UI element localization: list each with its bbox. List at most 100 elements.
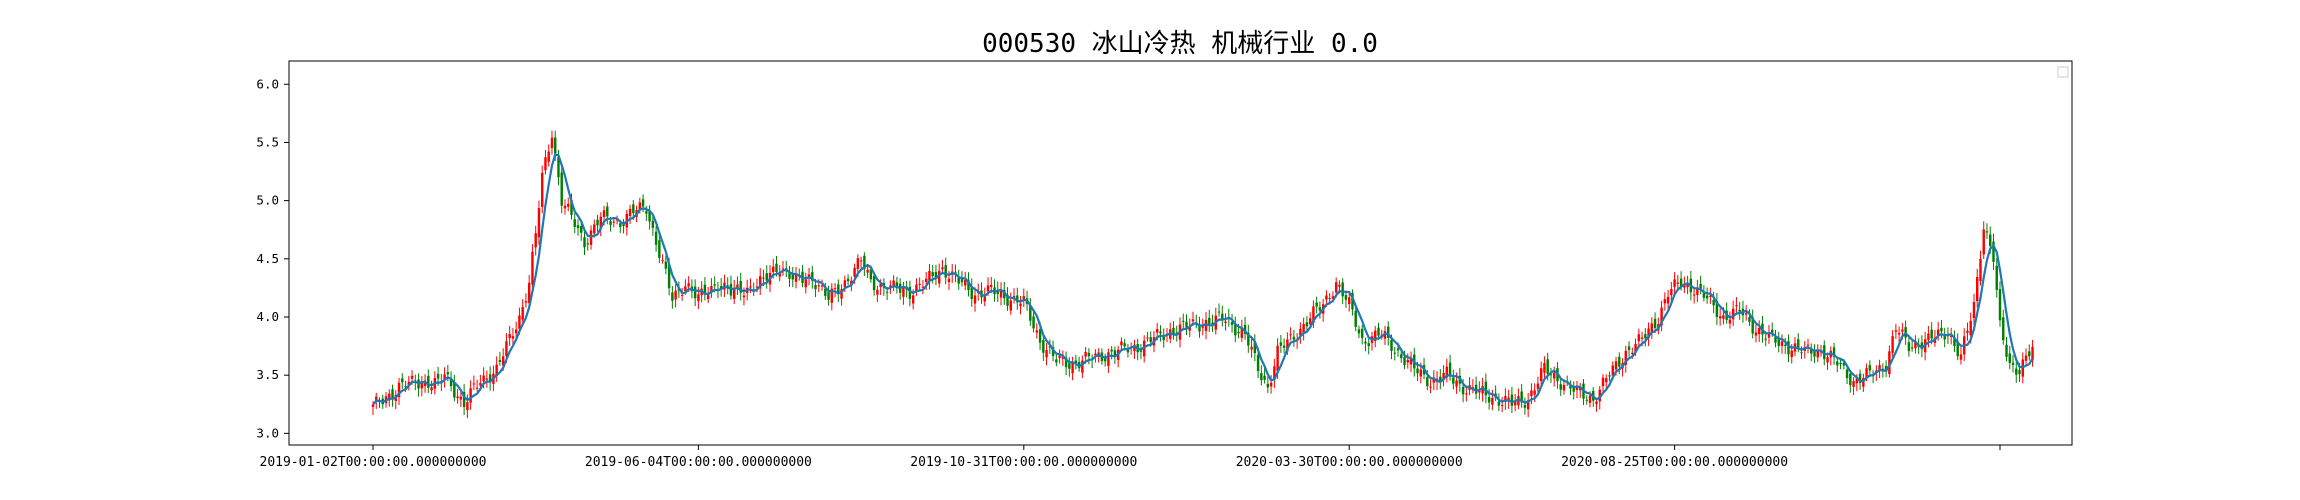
candle-body: [1260, 373, 1263, 381]
candle-body: [1035, 330, 1039, 333]
candle-body: [1611, 365, 1614, 376]
candle-body: [401, 378, 404, 383]
candle-body: [1409, 358, 1413, 365]
candle-body: [1992, 241, 1995, 262]
candle-body: [1292, 336, 1296, 340]
candle-body: [371, 404, 375, 407]
candle-body: [1998, 289, 2002, 321]
y-tick-label: 3.0: [256, 425, 279, 440]
candle-body: [593, 224, 596, 234]
candle-body: [1448, 362, 1452, 377]
candle-body: [495, 364, 498, 377]
candle-body: [1901, 329, 1904, 332]
candle-body: [924, 278, 928, 283]
candle-body: [1484, 381, 1488, 396]
candle-body: [661, 260, 664, 262]
candle-body: [1777, 339, 1780, 346]
candle-body: [1959, 354, 1963, 360]
candle-body: [1198, 324, 1201, 332]
candle-body: [1595, 401, 1598, 405]
candle-body: [759, 276, 762, 289]
candle-body: [1787, 341, 1790, 355]
candle-body: [638, 202, 642, 210]
candle-body: [1185, 321, 1188, 328]
candle-body: [1845, 369, 1849, 379]
candle-body: [1653, 318, 1657, 328]
candle-body: [1347, 297, 1351, 305]
candle-body: [1221, 313, 1224, 321]
candle-body: [1474, 384, 1478, 394]
candle-body: [1852, 381, 1855, 387]
candle-body: [1995, 265, 1998, 290]
candle-body: [1539, 368, 1543, 382]
candle-body: [765, 273, 768, 281]
candle-body: [1354, 310, 1357, 327]
candle-body: [1224, 321, 1227, 324]
candle-body: [1543, 362, 1546, 373]
candle-body: [1500, 404, 1504, 406]
candle-body: [1940, 327, 1943, 332]
candle-body: [908, 286, 912, 299]
candle-body: [1331, 296, 1335, 299]
candle-body: [970, 286, 973, 299]
x-tick-label: 2019-06-04T00:00:00.000000000: [585, 455, 812, 470]
candle-body: [1048, 346, 1052, 348]
candle-body: [840, 289, 843, 299]
candle-body: [658, 240, 661, 258]
candle-body: [1546, 359, 1549, 374]
candle-body: [1188, 325, 1191, 331]
candle-body: [1575, 385, 1579, 390]
candle-body: [1728, 319, 1732, 324]
candle-body: [388, 393, 391, 401]
candle-body: [1416, 368, 1419, 374]
candle-body: [706, 294, 710, 300]
candle-body: [544, 157, 547, 171]
candle-body: [1497, 401, 1501, 406]
candle-body: [986, 285, 990, 292]
candle-body: [1396, 348, 1400, 351]
candle-body: [1155, 329, 1159, 333]
candle-body: [895, 282, 899, 289]
candle-body: [567, 203, 570, 207]
candle-body: [1006, 295, 1009, 306]
candle-body: [1751, 317, 1754, 334]
candle-body: [1670, 289, 1673, 296]
candle-body: [1445, 366, 1449, 378]
candle-body: [915, 284, 918, 292]
candle-body: [2002, 317, 2005, 341]
candle-body: [1439, 376, 1442, 382]
candle-body: [680, 294, 684, 296]
candle-body: [1754, 332, 1758, 336]
candle-body: [1637, 334, 1641, 342]
candle-body: [1211, 322, 1214, 326]
candle-body: [947, 278, 951, 283]
candle-body: [1429, 386, 1432, 388]
candle-body: [1608, 375, 1611, 377]
candle-body: [1064, 357, 1068, 368]
candle-body: [1891, 336, 1894, 353]
candle-body: [911, 295, 915, 304]
candle-body: [1110, 349, 1113, 352]
candle-body: [1585, 399, 1588, 401]
candle-body: [1419, 369, 1423, 377]
candle-body: [1744, 313, 1748, 315]
candle-body: [482, 375, 485, 382]
x-tick-label: 2019-10-31T00:00:00.000000000: [910, 455, 1137, 470]
candle-body: [1240, 327, 1244, 338]
candle-body: [1712, 300, 1715, 306]
candle-body: [1387, 326, 1390, 338]
candle-body: [1601, 377, 1605, 387]
candle-body: [1523, 404, 1527, 408]
candle-body: [1328, 298, 1331, 300]
candle-body: [1865, 368, 1868, 378]
candle-body: [1774, 337, 1777, 343]
candle-body: [1666, 296, 1670, 304]
candle-body: [651, 220, 655, 228]
candle-body: [1312, 306, 1315, 323]
candle-body: [1767, 332, 1771, 338]
candle-body: [547, 151, 550, 162]
candle-body: [397, 382, 401, 398]
candle-body: [511, 336, 515, 339]
candle-body: [749, 286, 752, 288]
candle-body: [1253, 342, 1257, 354]
